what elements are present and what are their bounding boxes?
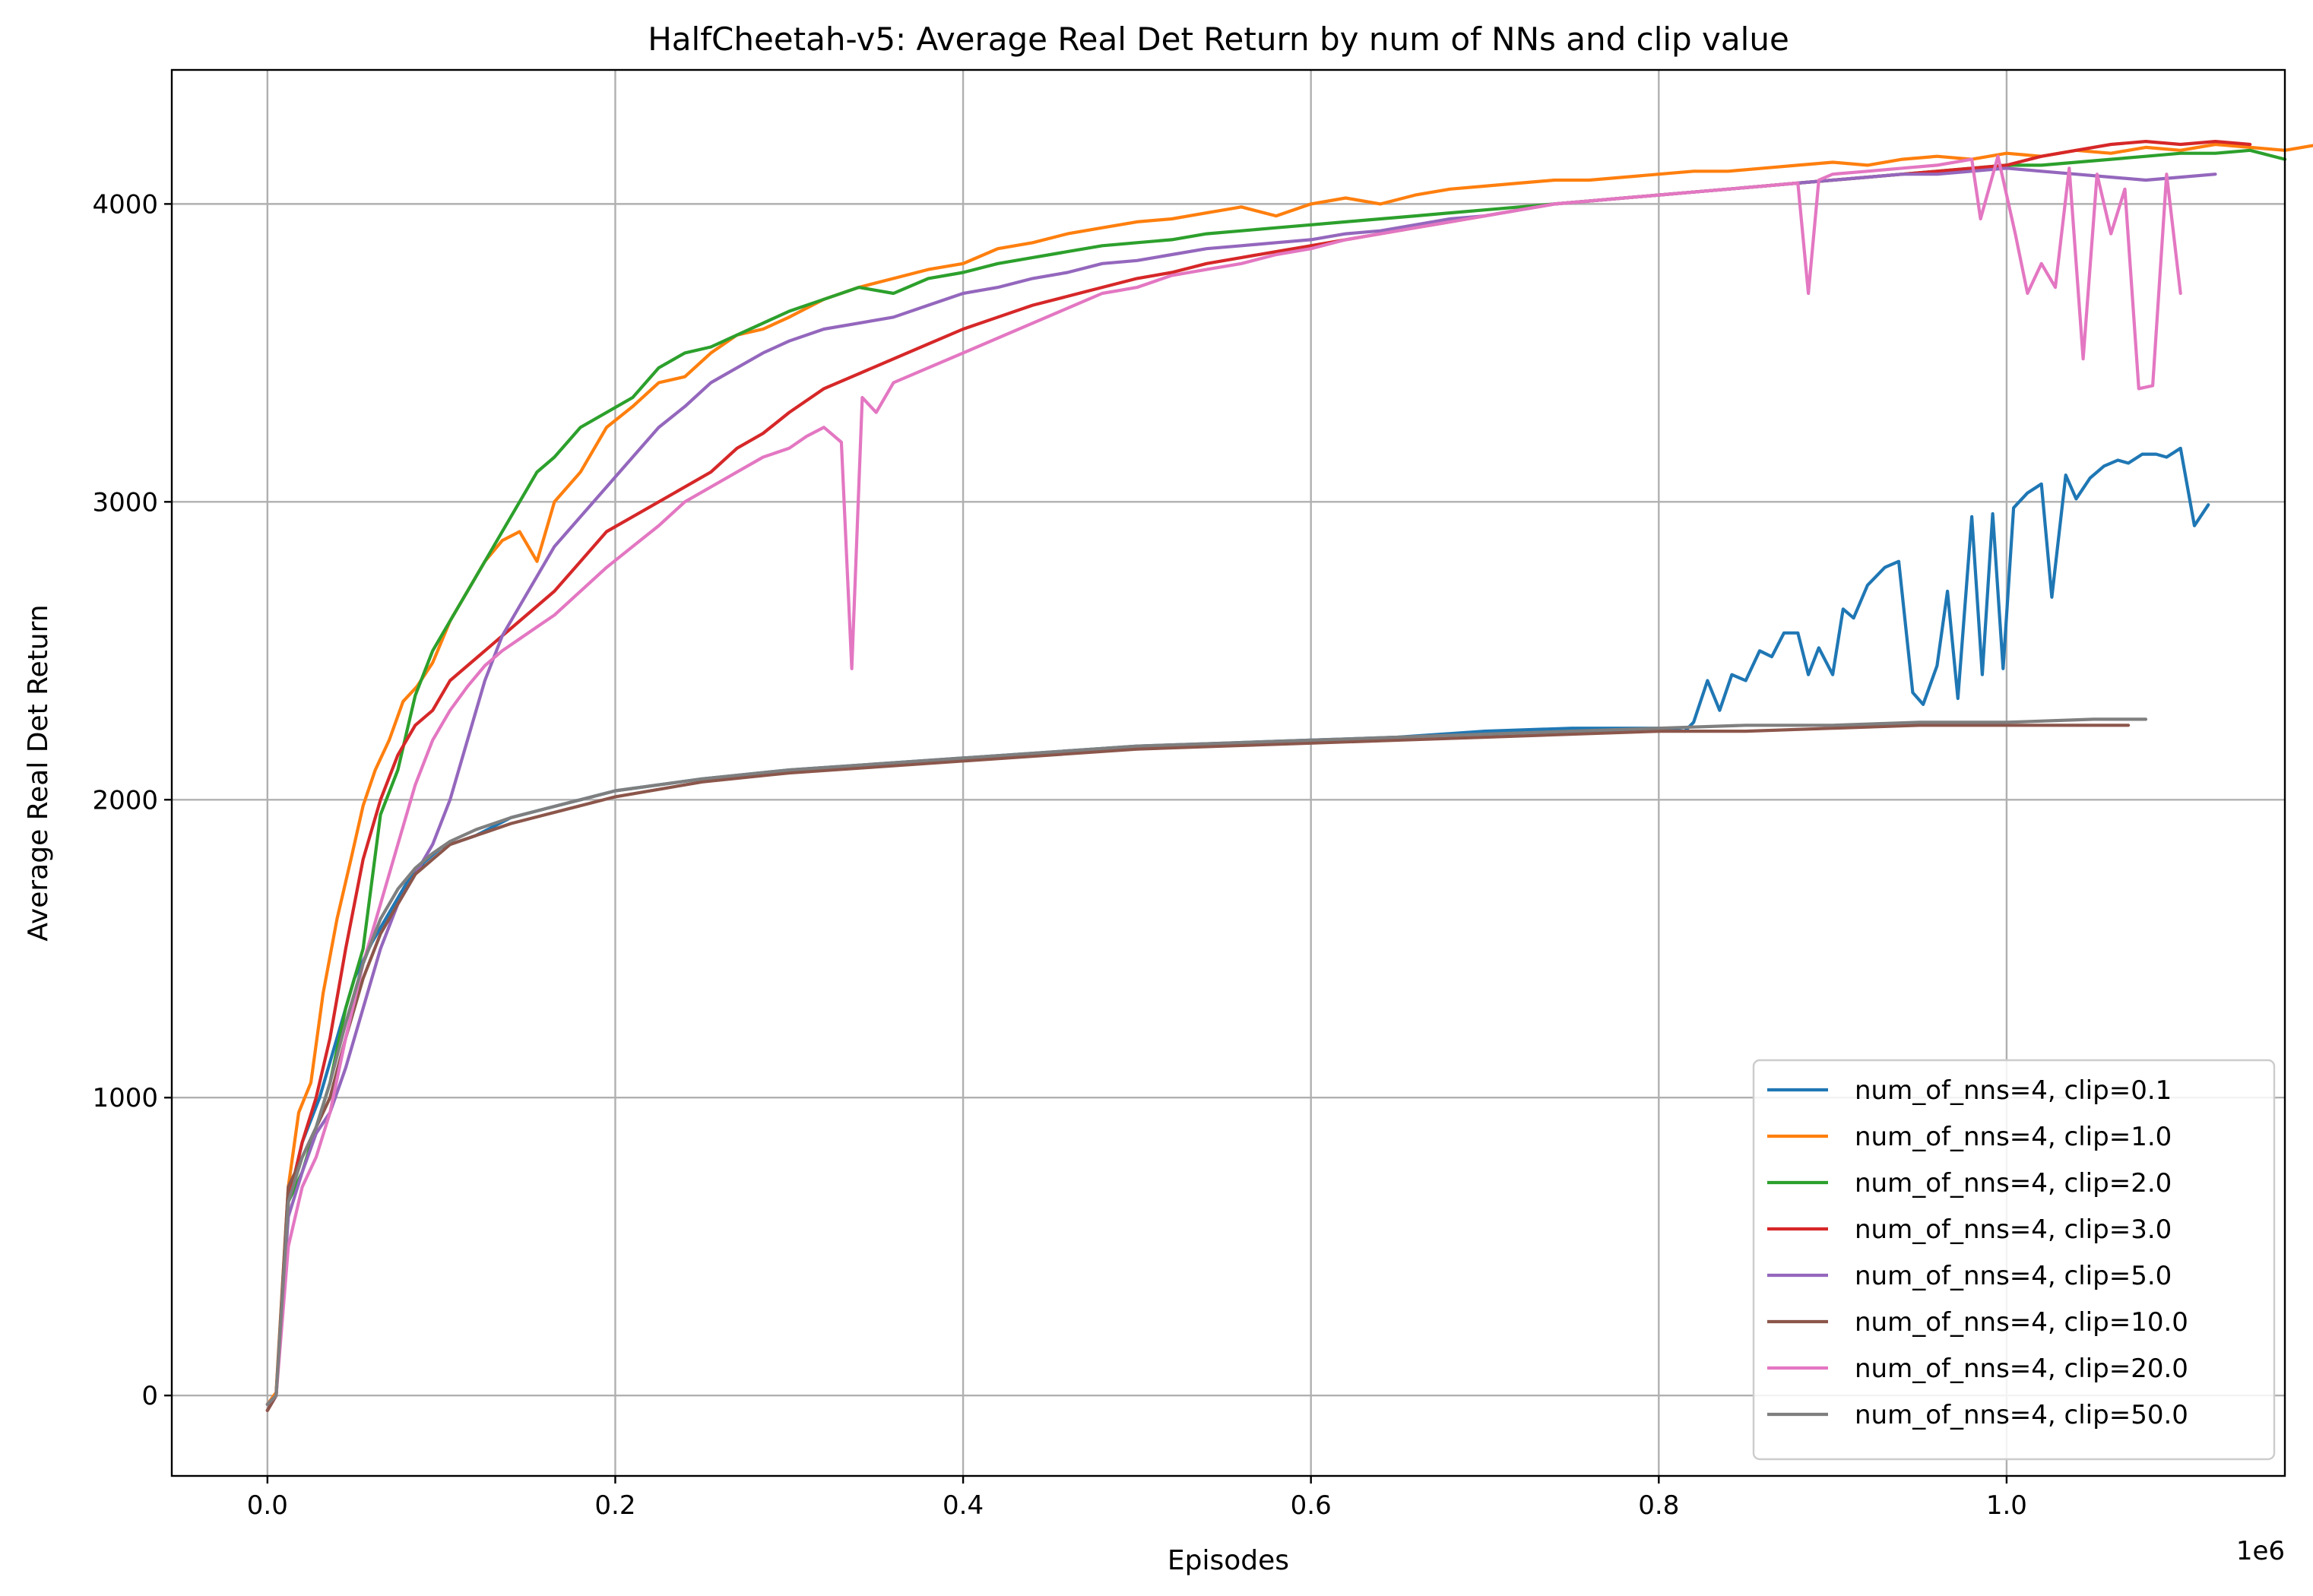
x-axis-offset-label: 1e6 bbox=[2236, 1536, 2285, 1566]
y-tick-label: 2000 bbox=[92, 785, 158, 815]
plot-frame bbox=[170, 68, 2286, 1477]
legend-label: num_of_nns=4, clip=2.0 bbox=[1855, 1168, 2172, 1199]
y-tick-label: 0 bbox=[141, 1381, 158, 1411]
legend-label: num_of_nns=4, clip=20.0 bbox=[1855, 1354, 2188, 1384]
legend-box bbox=[1752, 1059, 2276, 1461]
x-tick-label: 0.0 bbox=[247, 1490, 288, 1521]
legend-label: num_of_nns=4, clip=5.0 bbox=[1855, 1261, 2172, 1291]
x-tick-label: 0.8 bbox=[1638, 1490, 1679, 1521]
x-axis-label: Episodes bbox=[1168, 1545, 1289, 1576]
series-line-7 bbox=[265, 717, 2148, 1406]
series-line-4 bbox=[265, 166, 2217, 1406]
x-tick-label: 1.0 bbox=[1986, 1490, 2027, 1521]
legend-label: num_of_nns=4, clip=3.0 bbox=[1855, 1214, 2172, 1245]
chart-title: HalfCheetah-v5: Average Real Det Return … bbox=[648, 21, 1789, 58]
x-tick-label: 0.2 bbox=[594, 1490, 635, 1521]
series-lines bbox=[265, 140, 2313, 1412]
series-line-6 bbox=[265, 154, 2182, 1406]
legend-label: num_of_nns=4, clip=0.1 bbox=[1855, 1075, 2172, 1106]
legend-label: num_of_nns=4, clip=10.0 bbox=[1855, 1307, 2188, 1338]
grid bbox=[172, 70, 2285, 1476]
y-tick-label: 3000 bbox=[92, 487, 158, 518]
x-tick-label: 0.6 bbox=[1291, 1490, 1332, 1521]
legend: num_of_nns=4, clip=0.1 num_of_nns=4, clip… bbox=[1752, 1059, 2276, 1461]
legend-label: num_of_nns=4, clip=1.0 bbox=[1855, 1122, 2172, 1152]
y-axis-label: Average Real Det Return bbox=[23, 604, 54, 941]
legend-label: num_of_nns=4, clip=50.0 bbox=[1855, 1400, 2188, 1430]
y-tick-label: 4000 bbox=[92, 189, 158, 220]
x-tick-label: 0.4 bbox=[943, 1490, 984, 1521]
axis-ticks: 0.0 0.2 0.4 0.6 0.8 1.0 0 1000 2000 3000 4000 bbox=[92, 189, 2026, 1521]
y-tick-label: 1000 bbox=[92, 1083, 158, 1113]
legend-items: num_of_nns=4, clip=0.1 num_of_nns=4, clip… bbox=[1767, 1075, 2188, 1430]
